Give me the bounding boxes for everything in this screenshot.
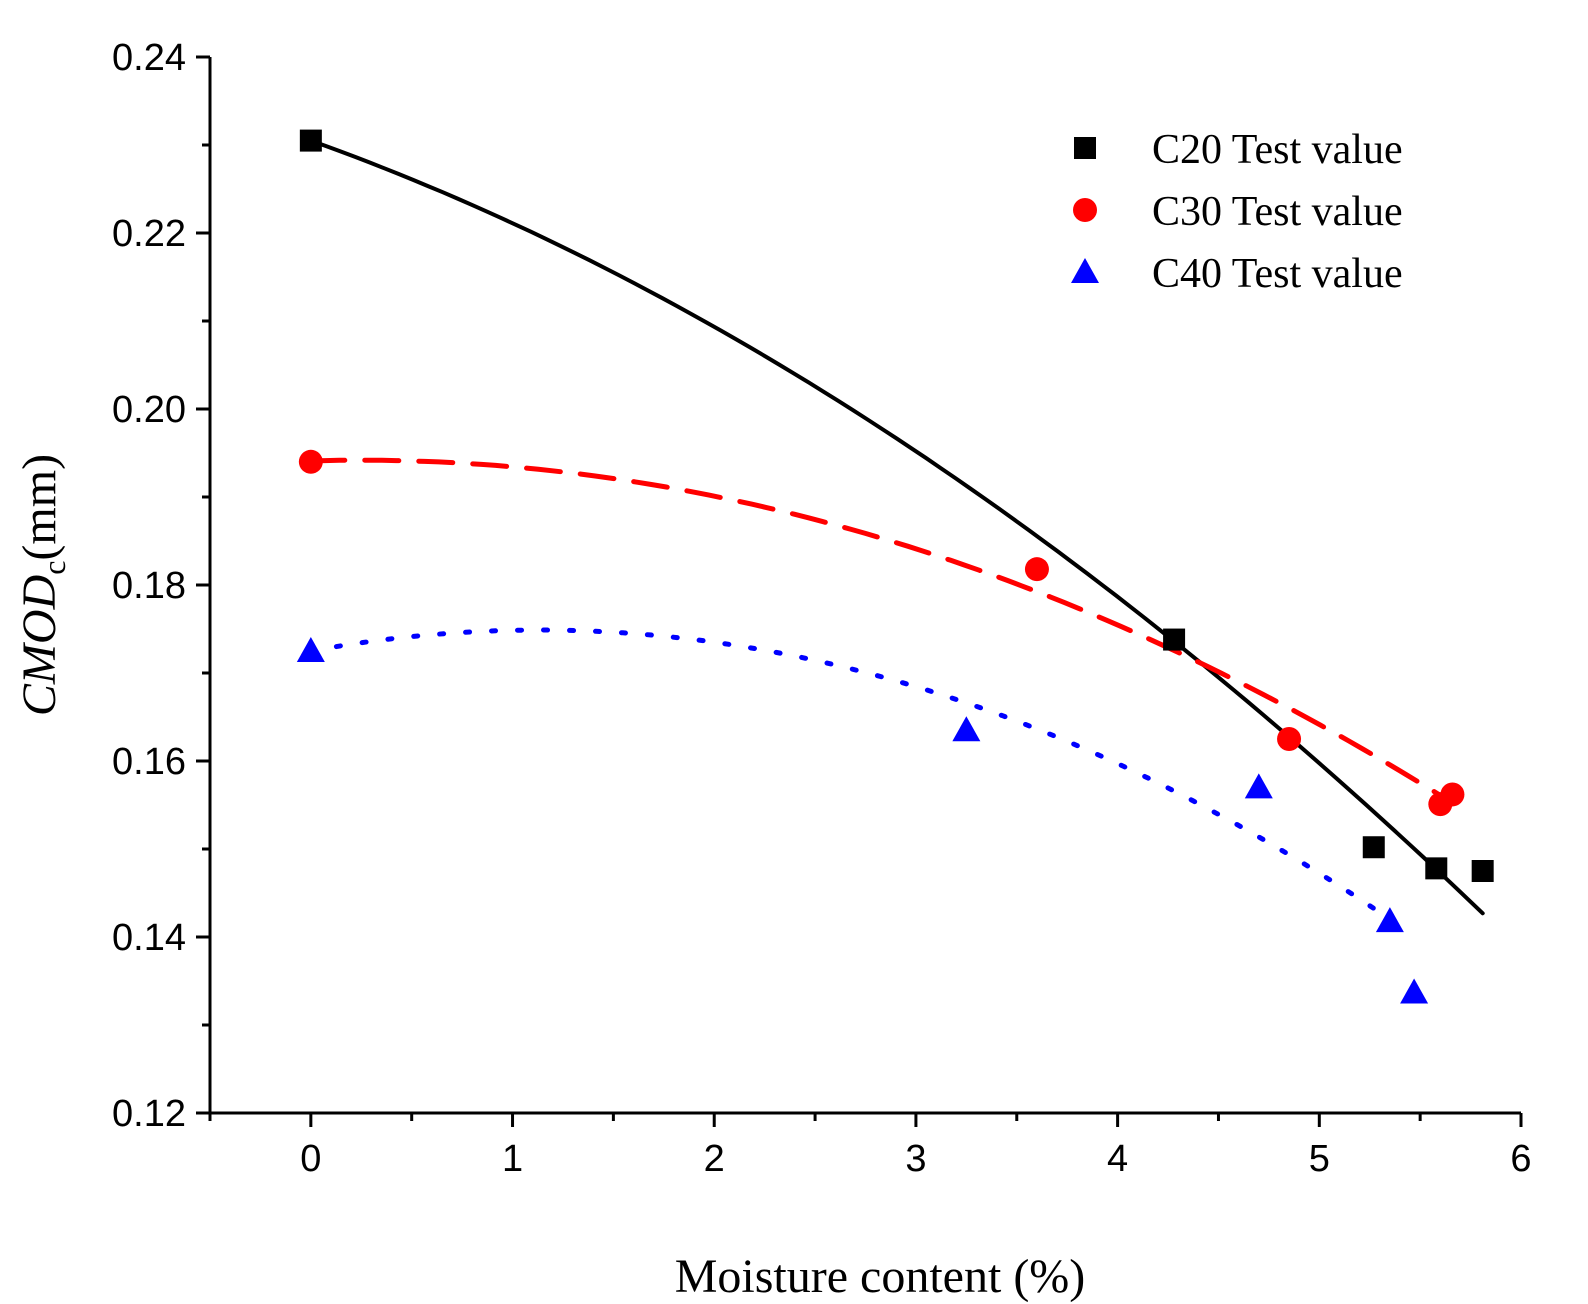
data-point-series-1 xyxy=(1163,628,1186,651)
data-point-series-1 xyxy=(1425,857,1448,880)
axes: 0.12 0.14 0.16 0.18 0.20 0.22 0.24 0 1 2 3 4 5 6 xyxy=(112,37,1532,1180)
y-tick-label: 0.12 xyxy=(112,1093,186,1135)
y-tick-label: 0.24 xyxy=(112,37,186,79)
x-tick-label: 5 xyxy=(1309,1138,1330,1180)
y-axis-label: CMODc(mm) xyxy=(13,454,72,716)
fit-curve-2 xyxy=(308,457,1451,803)
data-point-series-2 xyxy=(1440,782,1465,807)
x-tick-label: 6 xyxy=(1510,1138,1531,1180)
x-tick-label: 1 xyxy=(502,1138,523,1180)
data-points xyxy=(296,129,1494,1004)
x-tick-label: 2 xyxy=(704,1138,725,1180)
legend-label-3: C40 Test value xyxy=(1152,251,1403,297)
data-point-series-1 xyxy=(1362,836,1385,859)
x-tick-label: 3 xyxy=(905,1138,926,1180)
data-point-series-1 xyxy=(299,129,322,152)
data-point-series-2 xyxy=(298,449,323,474)
data-point-series-3 xyxy=(952,716,981,742)
legend-marker-3 xyxy=(1071,258,1099,283)
y-tick-label: 0.22 xyxy=(112,213,186,255)
y-axis-label-unit: (mm) xyxy=(13,454,66,561)
y-tick-label: 0.18 xyxy=(112,565,186,607)
legend-label-1: C20 Test value xyxy=(1152,127,1403,173)
data-point-series-3 xyxy=(1400,978,1429,1004)
legend-marker-1 xyxy=(1074,137,1096,159)
x-axis-label: Moisture content (%) xyxy=(675,1250,1086,1303)
x-tick-label: 0 xyxy=(300,1138,321,1180)
data-point-series-2 xyxy=(1277,727,1302,751)
data-point-series-1 xyxy=(1471,860,1494,882)
fit-curve-3 xyxy=(308,627,1399,926)
data-point-series-3 xyxy=(1244,773,1273,799)
y-tick-label: 0.20 xyxy=(112,389,186,431)
data-point-series-2 xyxy=(1024,557,1049,582)
y-tick-label: 0.16 xyxy=(112,741,186,783)
legend-label-2: C30 Test value xyxy=(1152,189,1403,235)
y-axis-label-sub: c xyxy=(36,561,72,575)
y-tick-label: 0.14 xyxy=(112,917,186,959)
y-axis-label-main: CMOD xyxy=(13,575,66,716)
data-point-series-3 xyxy=(1375,907,1404,933)
data-point-series-3 xyxy=(296,637,325,662)
x-tick-label: 4 xyxy=(1107,1138,1128,1180)
legend: C20 Test value C30 Test value C40 Test val… xyxy=(1071,127,1403,297)
legend-marker-2 xyxy=(1073,198,1097,222)
